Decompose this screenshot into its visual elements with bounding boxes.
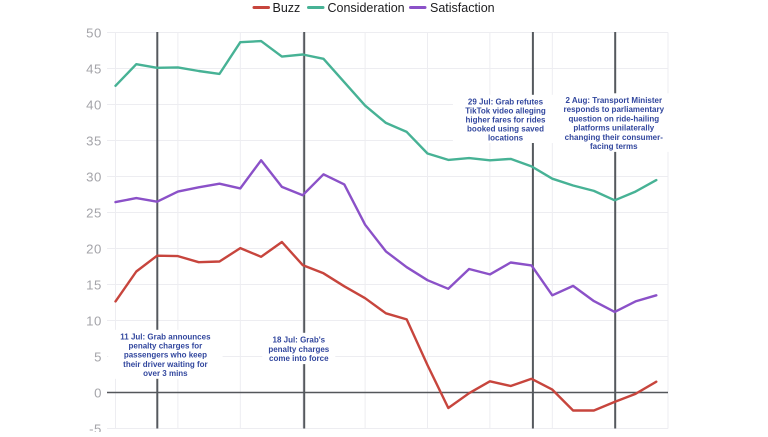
svg-text:10: 10 — [86, 314, 102, 329]
svg-text:30: 30 — [86, 170, 102, 185]
svg-text:Satisfaction: Satisfaction — [430, 1, 495, 15]
svg-text:20: 20 — [86, 242, 102, 257]
svg-text:Buzz: Buzz — [273, 1, 301, 15]
svg-text:45: 45 — [86, 62, 102, 77]
svg-text:40: 40 — [86, 98, 102, 113]
svg-text:Consideration: Consideration — [328, 1, 405, 15]
svg-text:35: 35 — [86, 134, 102, 149]
svg-text:-5: -5 — [89, 422, 102, 433]
svg-text:0: 0 — [94, 386, 102, 401]
svg-text:5: 5 — [94, 350, 102, 365]
svg-text:15: 15 — [86, 278, 102, 293]
svg-text:50: 50 — [86, 26, 102, 41]
svg-text:25: 25 — [86, 206, 102, 221]
